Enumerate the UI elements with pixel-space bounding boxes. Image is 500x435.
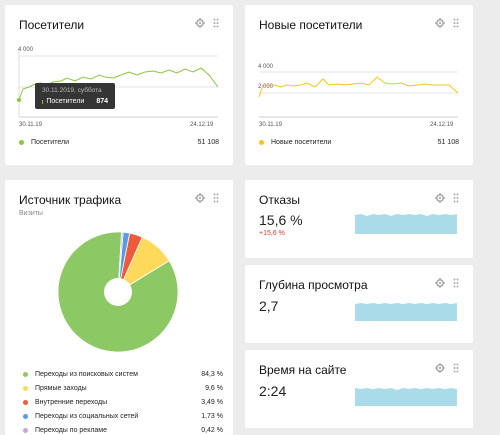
- traffic-legend-percent: 0,42 %: [201, 426, 223, 434]
- new-visitors-tools: [435, 18, 459, 28]
- legend-dot: [23, 385, 28, 391]
- traffic-legend-row[interactable]: Переходы из социальных сетей 1,73 %: [23, 411, 223, 421]
- traffic-source-card: Источник трафика Визиты Переходы из поис…: [5, 180, 233, 435]
- depth-card: Глубина просмотра 2,7: [245, 265, 473, 343]
- depth-value: 2,7: [259, 298, 279, 314]
- visitors-tools: [195, 18, 219, 28]
- visitors-title: Посетители: [19, 18, 85, 32]
- time-card: Время на сайте 2:24: [245, 350, 473, 428]
- visitors-total: 51 108: [197, 139, 219, 146]
- traffic-title: Источник трафика: [19, 193, 122, 207]
- traffic-legend-label: Внутренние переходы: [35, 398, 108, 406]
- visitors-card: Посетители 4 000 30.11.2019, суббота Пос…: [5, 5, 233, 165]
- legend-dot: [19, 140, 24, 145]
- traffic-legend-row[interactable]: Прямые заходы 9,6 %: [23, 383, 223, 393]
- traffic-tools: [195, 193, 219, 203]
- new-visitors-y-tick-top: 4 000: [258, 64, 274, 70]
- drag-handle-icon[interactable]: [453, 278, 459, 288]
- traffic-legend-label: Переходы из социальных сетей: [35, 412, 139, 420]
- tooltip-value: 874: [96, 98, 108, 105]
- traffic-legend-percent: 3,49 %: [201, 398, 223, 406]
- depth-tools: [435, 278, 459, 288]
- traffic-legend-label: Переходы из поисковых систем: [35, 370, 138, 378]
- new-visitors-total: 51 108: [437, 139, 459, 146]
- bounce-title: Отказы: [259, 193, 301, 207]
- bounce-sparkline[interactable]: [355, 212, 457, 234]
- gear-icon[interactable]: [435, 193, 445, 203]
- bounce-delta: +15,6 %: [259, 230, 285, 237]
- traffic-subtitle: Визиты: [19, 210, 43, 217]
- traffic-legend-percent: 84,3 %: [201, 370, 223, 378]
- legend-dot: [23, 371, 28, 377]
- drag-handle-icon[interactable]: [213, 193, 219, 203]
- tooltip-date: 30.11.2019, суббота: [42, 87, 102, 94]
- depth-title: Глубина просмотра: [259, 278, 368, 292]
- visitors-x-end: 24.12.19: [190, 122, 214, 128]
- gear-icon[interactable]: [435, 18, 445, 28]
- bounce-value: 15,6 %: [259, 212, 303, 228]
- new-visitors-card: Новые посетители 4 000 2 000 30.11.19 24…: [245, 5, 473, 165]
- new-visitors-x-start: 30.11.19: [259, 122, 282, 128]
- drag-handle-icon[interactable]: [213, 18, 219, 28]
- gear-icon[interactable]: [435, 278, 445, 288]
- tooltip-label: Посетители: [46, 98, 85, 105]
- legend-dot: [23, 413, 28, 419]
- new-visitors-y-tick-bottom: 2 000: [258, 84, 274, 90]
- legend-dot: [23, 427, 28, 433]
- time-value: 2:24: [259, 383, 287, 399]
- legend-dot: [23, 399, 28, 405]
- pie-center-hole: [104, 278, 132, 306]
- legend-dot: [259, 140, 264, 145]
- new-visitors-legend-label: Новые посетители: [271, 139, 332, 146]
- visitors-legend[interactable]: Посетители: [19, 139, 69, 146]
- visitors-y-tick: 4 000: [18, 47, 34, 53]
- traffic-pie-chart[interactable]: [5, 180, 233, 435]
- gear-icon[interactable]: [195, 193, 205, 203]
- time-title: Время на сайте: [259, 363, 347, 377]
- bounce-tools: [435, 193, 459, 203]
- new-visitors-x-end: 24.12.19: [430, 122, 454, 128]
- drag-handle-icon[interactable]: [453, 193, 459, 203]
- traffic-legend-label: Прямые заходы: [35, 384, 87, 392]
- bounce-card: Отказы 15,6 % +15,6 %: [245, 180, 473, 258]
- visitors-tooltip: 30.11.2019, суббота Посетители 874: [35, 83, 115, 109]
- pie-slice-4[interactable]: [117, 231, 124, 293]
- new-visitors-legend[interactable]: Новые посетители: [259, 139, 331, 146]
- gear-icon[interactable]: [195, 18, 205, 28]
- traffic-legend-row[interactable]: Переходы из поисковых систем 84,3 %: [23, 369, 223, 379]
- visitors-x-start: 30.11.19: [19, 122, 42, 128]
- traffic-legend-percent: 1,73 %: [201, 412, 223, 420]
- visitors-legend-label: Посетители: [31, 139, 69, 146]
- drag-handle-icon[interactable]: [453, 363, 459, 373]
- traffic-legend-row[interactable]: Переходы по рекламе 0,42 %: [23, 425, 223, 435]
- new-visitors-title: Новые посетители: [259, 18, 363, 32]
- drag-handle-icon[interactable]: [453, 18, 459, 28]
- time-sparkline[interactable]: [355, 386, 457, 406]
- gear-icon[interactable]: [435, 363, 445, 373]
- traffic-legend-percent: 9,6 %: [205, 384, 223, 392]
- traffic-legend-row[interactable]: Внутренние переходы 3,49 %: [23, 397, 223, 407]
- depth-sparkline[interactable]: [355, 301, 457, 321]
- new-visitors-line-chart[interactable]: [245, 5, 473, 165]
- traffic-legend-label: Переходы по рекламе: [35, 426, 108, 434]
- time-tools: [435, 363, 459, 373]
